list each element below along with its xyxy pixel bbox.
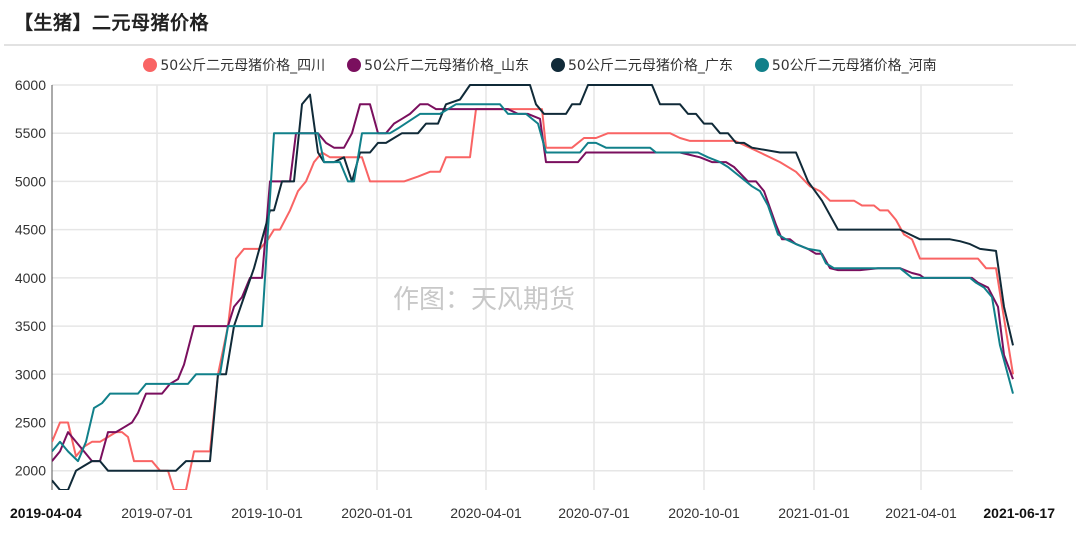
y-tick-label: 2000 — [15, 463, 46, 479]
legend-label: 50公斤二元母猪价格_河南 — [771, 58, 937, 74]
x-tick-label: 2019-10-01 — [231, 505, 303, 521]
legend-label: 50公斤二元母猪价格_山东 — [364, 58, 529, 74]
y-tick-label: 6000 — [15, 77, 46, 93]
x-tick-label: 2020-10-01 — [668, 505, 740, 521]
title-divider — [4, 44, 1076, 46]
y-tick-label: 3000 — [15, 366, 46, 382]
legend-marker-icon — [143, 58, 158, 72]
chart-legend: 50公斤二元母猪价格_四川 50公斤二元母猪价格_山东 50公斤二元母猪价格_广东 5… — [0, 55, 1080, 75]
y-tick-label: 4500 — [15, 222, 46, 238]
x-tick-label: 2021-06-17 — [983, 505, 1055, 521]
x-tick-label: 2021-04-01 — [885, 505, 957, 521]
y-tick-label: 4000 — [15, 270, 46, 286]
y-tick-label: 2500 — [15, 415, 46, 431]
x-tick-label: 2019-07-01 — [121, 505, 193, 521]
y-tick-label: 5500 — [15, 125, 46, 141]
x-tick-label: 2021-01-01 — [778, 505, 850, 521]
legend-marker-icon — [551, 58, 565, 72]
series-line — [52, 103, 1014, 463]
x-tick-label: 2020-07-01 — [558, 505, 630, 521]
page-title: 【生猪】二元母猪价格 — [14, 12, 210, 34]
legend-label: 50公斤二元母猪价格_四川 — [160, 58, 326, 74]
legend-item[interactable]: 50公斤二元母猪价格_四川 — [143, 55, 325, 75]
legend-item[interactable]: 50公斤二元母猪价格_广东 — [551, 55, 733, 75]
y-tick-label: 5000 — [15, 173, 46, 189]
legend-item[interactable]: 50公斤二元母猪价格_河南 — [754, 55, 937, 75]
x-tick-label: 2020-01-01 — [341, 505, 413, 521]
y-tick-label: 3500 — [15, 318, 46, 334]
legend-marker-icon — [754, 58, 769, 72]
series-line — [52, 103, 1014, 463]
x-tick-label: 2020-04-01 — [450, 505, 522, 521]
legend-marker-icon — [347, 58, 362, 72]
x-tick-label: 2019-04-04 — [10, 505, 82, 521]
watermark-text: 作图：天风期货 — [393, 285, 575, 315]
legend-item[interactable]: 50公斤二元母猪价格_山东 — [347, 55, 529, 75]
legend-label: 50公斤二元母猪价格_广东 — [568, 58, 733, 74]
